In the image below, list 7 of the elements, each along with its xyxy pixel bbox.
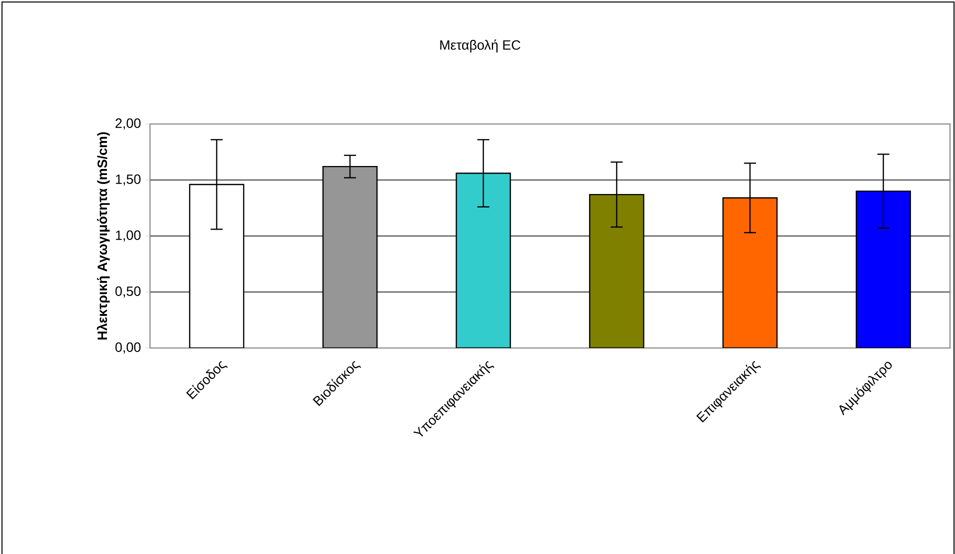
chart-title: Μεταβολή EC xyxy=(440,40,520,52)
y-tick-label: 0,00 xyxy=(115,342,141,354)
y-tick-label: 1,00 xyxy=(116,230,141,242)
y-tick-label: 0,50 xyxy=(115,286,141,298)
y-tick-label: 2,00 xyxy=(116,118,141,130)
y-tick-label: 1,50 xyxy=(116,174,141,186)
y-axis-title: Ηλεκτρική Αγωγιμότητα (mS/cm) xyxy=(96,132,110,340)
